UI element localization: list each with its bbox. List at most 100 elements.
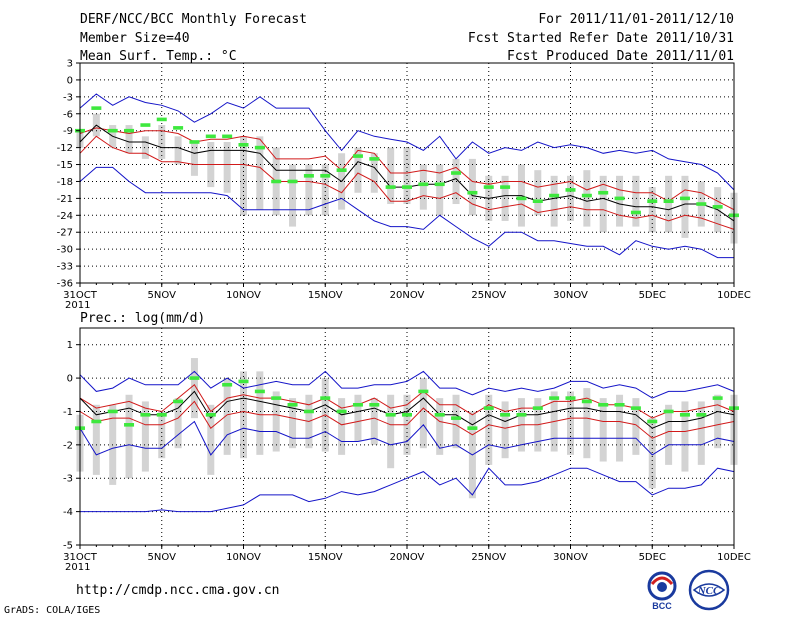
- observation-marker: [238, 379, 249, 384]
- observation-marker: [124, 128, 135, 133]
- observation-marker: [647, 199, 658, 204]
- series-line-upper: [79, 384, 735, 419]
- series-line-lower: [79, 135, 735, 230]
- y-tick-label: 0: [67, 75, 73, 86]
- x-tick-label: 25NOV: [471, 552, 506, 563]
- observation-marker: [712, 205, 723, 209]
- ensemble-box: [599, 398, 607, 462]
- y-tick-label: -15: [57, 160, 73, 171]
- x-tick-label: 10NOV: [226, 290, 261, 301]
- x-tick-label: 5NOV: [148, 552, 177, 563]
- observation-marker: [418, 389, 429, 394]
- x-tick-label: 5NOV: [148, 290, 177, 301]
- forecast-period-label: For 2011/11/01-2011/12/10: [538, 12, 734, 27]
- series-line-abs_min: [80, 467, 735, 513]
- observation-marker: [549, 396, 560, 400]
- x-tick-label: 15NOV: [308, 552, 343, 563]
- fcst-produced-label: Fcst Produced Date 2011/11/01: [507, 49, 734, 64]
- ensemble-box: [714, 394, 722, 449]
- observation-marker: [140, 123, 151, 127]
- observation-marker: [451, 171, 462, 175]
- ensemble-box: [616, 394, 624, 462]
- x-tick-label: 30NOV: [553, 552, 588, 563]
- ensemble-box: [370, 398, 378, 445]
- observation-marker: [287, 179, 298, 184]
- ensemble-box: [190, 141, 198, 176]
- y-tick-label: -33: [57, 262, 73, 273]
- observation-marker: [549, 193, 560, 198]
- x-tick-label: 5DEC: [639, 552, 666, 563]
- observation-marker: [581, 399, 592, 404]
- y-tick-label: 3: [67, 59, 73, 70]
- observation-marker: [467, 190, 478, 195]
- y-tick-label: -27: [57, 228, 73, 239]
- observation-marker: [565, 188, 576, 192]
- observation-marker: [598, 402, 609, 407]
- observation-marker: [385, 413, 396, 417]
- observation-marker: [630, 406, 641, 410]
- y-tick-label: 1: [67, 340, 73, 351]
- observation-marker: [271, 179, 282, 184]
- ensemble-box: [550, 175, 558, 227]
- observation-marker: [303, 409, 314, 414]
- observation-marker: [516, 196, 527, 201]
- ensemble-box: [648, 418, 656, 489]
- y-tick-label: -36: [57, 279, 73, 290]
- ensemble-box: [387, 147, 395, 205]
- ensemble-box: [289, 398, 297, 449]
- observation-marker: [696, 202, 707, 206]
- x-tick-label: 10DEC: [717, 552, 751, 563]
- observation-marker: [156, 413, 167, 417]
- observation-marker: [483, 185, 494, 189]
- x-tick-label: 31OCT: [63, 552, 98, 563]
- ensemble-box: [289, 164, 297, 227]
- observation-marker: [614, 402, 625, 407]
- observation-marker: [598, 190, 609, 195]
- x-tick-label: 25NOV: [471, 290, 506, 301]
- ensemble-box: [468, 158, 476, 216]
- ensemble-box: [567, 175, 574, 221]
- observation-marker: [189, 140, 200, 144]
- ensemble-box: [583, 388, 591, 459]
- ensemble-box: [419, 378, 427, 449]
- bcc-logo-text: BCC: [652, 601, 672, 611]
- observation-marker: [679, 413, 690, 417]
- observation-marker: [434, 182, 445, 187]
- source-url[interactable]: http://cmdp.ncc.cma.gov.cn: [76, 583, 280, 598]
- observation-marker: [467, 426, 478, 430]
- y-tick-label: -2: [63, 440, 73, 451]
- x-tick-label: 20NOV: [390, 290, 425, 301]
- series-line-mean: [79, 390, 735, 429]
- observation-marker: [124, 423, 135, 427]
- observation-marker: [451, 416, 462, 420]
- y-tick-label: -5: [63, 541, 73, 552]
- ensemble-box: [697, 401, 705, 465]
- y-tick-label: -18: [57, 177, 73, 188]
- ensemble-box: [583, 170, 591, 227]
- ensemble-box: [174, 136, 182, 165]
- ensemble-box: [305, 164, 313, 216]
- x-year-label: 2011: [65, 562, 90, 573]
- observation-marker: [222, 382, 233, 387]
- observation-marker: [712, 396, 723, 400]
- ensemble-box: [223, 378, 231, 455]
- member-size-label: Member Size=40: [80, 31, 190, 46]
- y-tick-label: -6: [63, 109, 73, 120]
- ensemble-box: [567, 391, 574, 455]
- y-tick-label: -24: [57, 211, 73, 222]
- observation-marker: [369, 402, 380, 407]
- ncc-logo: NCC: [688, 569, 730, 611]
- x-tick-label: 30NOV: [553, 290, 588, 301]
- ensemble-box: [452, 394, 460, 449]
- y-tick-label: -1: [63, 407, 73, 418]
- x-tick-label: 31OCT: [63, 290, 98, 301]
- ensemble-box: [174, 398, 182, 449]
- y-tick-label: 0: [67, 374, 73, 385]
- series-line-min: [79, 166, 734, 259]
- ensemble-box: [223, 141, 231, 193]
- observation-marker: [663, 409, 674, 414]
- ensemble-box: [207, 404, 215, 475]
- observation-marker: [483, 406, 494, 410]
- ensemble-box: [321, 164, 329, 216]
